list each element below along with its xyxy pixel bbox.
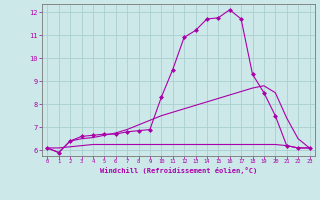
X-axis label: Windchill (Refroidissement éolien,°C): Windchill (Refroidissement éolien,°C) — [100, 167, 257, 174]
